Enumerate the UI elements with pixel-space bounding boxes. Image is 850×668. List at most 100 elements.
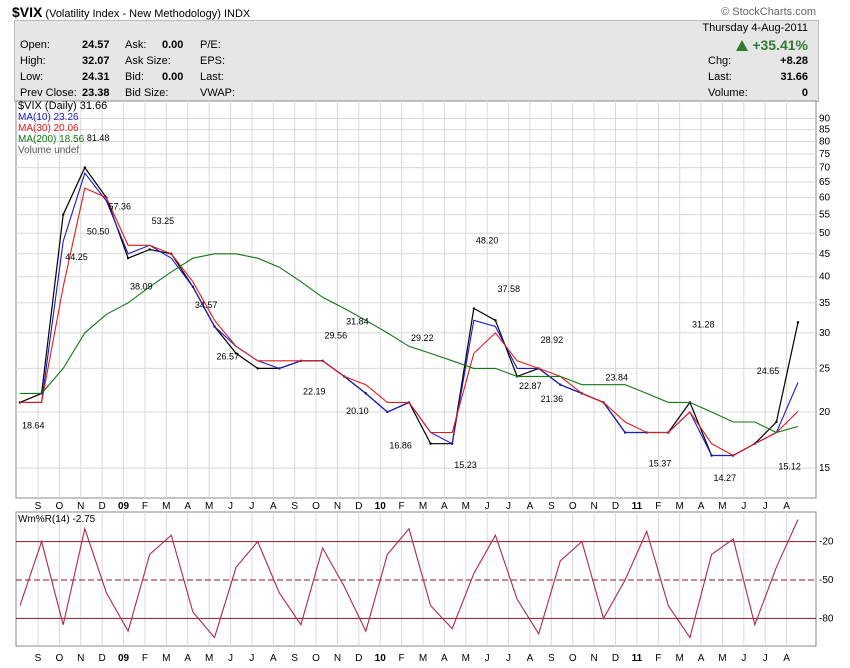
wr-x-tick-label: N bbox=[77, 653, 84, 664]
price-point bbox=[796, 321, 800, 324]
bid-label: Bid: bbox=[125, 71, 144, 83]
peak-annotation: 34.57 bbox=[195, 300, 218, 310]
price-x-tick-label: O bbox=[55, 501, 63, 512]
peak-annotation: 14.27 bbox=[714, 473, 737, 483]
quote-col-3: P/E: EPS: Last: VWAP: bbox=[200, 37, 235, 101]
ma30-series-line bbox=[20, 187, 799, 457]
wr-x-tick-label: S bbox=[548, 653, 555, 664]
price-point bbox=[126, 256, 130, 260]
price-point bbox=[472, 307, 476, 310]
ask-label: Ask: bbox=[125, 39, 147, 51]
wr-x-tick-label: J bbox=[228, 653, 233, 664]
high-value: 32.07 bbox=[82, 55, 110, 67]
price-point bbox=[494, 319, 497, 322]
wr-x-tick-label: J bbox=[741, 653, 746, 664]
price-point bbox=[256, 367, 259, 370]
wr-x-tick-label: M bbox=[205, 653, 213, 664]
wr-x-tick-label: N bbox=[590, 653, 597, 664]
open-label: Open: bbox=[20, 39, 50, 51]
price-x-tick-label: O bbox=[312, 501, 320, 512]
wr-x-tick-label: J bbox=[763, 653, 768, 664]
price-x-tick-label: A bbox=[184, 501, 191, 512]
price-x-tick-label: D bbox=[99, 501, 106, 512]
price-x-tick-label: M bbox=[419, 501, 427, 512]
price-point bbox=[234, 352, 238, 355]
quote-col-1: Open: 24.57 High: 32.07 Low: 24.31 Prev Clo… bbox=[20, 37, 110, 101]
price-x-tick-label: A bbox=[527, 501, 534, 512]
price-y-tick-label: 45 bbox=[819, 249, 831, 260]
price-x-tick-label: D bbox=[612, 501, 619, 512]
price-x-tick-label: 11 bbox=[632, 501, 643, 512]
wr-y-tick-label: -50 bbox=[819, 575, 834, 586]
price-x-tick-label: A bbox=[270, 501, 277, 512]
wr-x-tick-label: J bbox=[485, 653, 490, 664]
price-point bbox=[148, 248, 151, 251]
wr-x-tick-label: M bbox=[162, 653, 170, 664]
peak-annotation: 15.12 bbox=[778, 462, 801, 472]
wr-x-tick-label: A bbox=[698, 653, 705, 664]
price-y-tick-label: 25 bbox=[819, 363, 831, 374]
wr-legend: Wm%R(14) -2.75 bbox=[18, 514, 96, 525]
wr-x-tick-label: S bbox=[35, 653, 42, 664]
peak-annotation: 48.20 bbox=[476, 235, 499, 245]
last-value: 31.66 bbox=[780, 71, 808, 83]
price-x-tick-label: O bbox=[569, 501, 577, 512]
pe-label: P/E: bbox=[200, 39, 221, 51]
price-x-tick-label: D bbox=[355, 501, 362, 512]
price-x-tick-label: 09 bbox=[118, 501, 130, 512]
wr-x-tick-label: S bbox=[291, 653, 298, 664]
volume-value: 0 bbox=[801, 87, 808, 99]
prev-close-label: Prev Close: bbox=[20, 87, 77, 99]
price-legend: $VIX (Daily) 31.66 MA(10) 23.26 MA(30) 2… bbox=[18, 101, 107, 157]
price-y-tick-label: 90 bbox=[819, 114, 831, 125]
peak-annotation: 22.19 bbox=[303, 387, 326, 397]
wr-x-tick-label: A bbox=[783, 653, 790, 664]
price-y-tick-label: 15 bbox=[819, 463, 831, 474]
source-logo: © StockCharts.com bbox=[721, 6, 816, 18]
bid-value: 0.00 bbox=[162, 71, 184, 83]
price-y-tick-label: 70 bbox=[819, 163, 831, 174]
volume-label: Volume: bbox=[708, 87, 748, 99]
price-x-tick-label: F bbox=[142, 501, 148, 512]
chart-title: $VIX (Volatility Index - New Methodology… bbox=[12, 4, 250, 20]
price-x-tick-label: M bbox=[718, 501, 726, 512]
wr-x-tick-label: J bbox=[249, 653, 254, 664]
wr-x-tick-label: A bbox=[527, 653, 534, 664]
price-y-tick-label: 20 bbox=[819, 407, 831, 418]
security-name: (Volatility Index - New Methodology) bbox=[45, 8, 221, 20]
price-x-tick-label: M bbox=[462, 501, 470, 512]
wr-x-tick-label: M bbox=[675, 653, 683, 664]
peak-annotation: 29.22 bbox=[411, 333, 434, 343]
price-x-tick-label: J bbox=[228, 501, 233, 512]
vwap-label: VWAP: bbox=[200, 87, 236, 99]
low-label: Low: bbox=[20, 71, 44, 83]
peak-annotation: 15.23 bbox=[454, 460, 477, 470]
price-x-tick-label: A bbox=[441, 501, 448, 512]
peak-annotation: 16.86 bbox=[389, 440, 412, 450]
change-percent-value: +35.41% bbox=[752, 37, 808, 53]
peak-annotation: 29.56 bbox=[325, 331, 348, 341]
wr-x-tick-label: 09 bbox=[118, 653, 130, 664]
price-y-tick-label: 55 bbox=[819, 210, 831, 221]
peak-annotation: 22.87 bbox=[519, 381, 542, 391]
price-x-tick-label: N bbox=[77, 501, 84, 512]
exchange: INDX bbox=[223, 8, 251, 20]
price-y-tick-label: 85 bbox=[819, 125, 831, 136]
legend-volume: Volume undef bbox=[18, 145, 80, 156]
price-x-tick-label: J bbox=[741, 501, 746, 512]
price-x-tick-label: N bbox=[334, 501, 341, 512]
price-point bbox=[83, 166, 87, 169]
wr-x-tick-label: D bbox=[355, 653, 362, 664]
ma200-series-line bbox=[20, 253, 799, 434]
wr-x-tick-label: F bbox=[142, 653, 148, 664]
peak-annotation: 23.84 bbox=[606, 373, 629, 383]
quote-col-right: Chg: +8.28 Last: 31.66 Volume: 0 bbox=[708, 53, 808, 101]
peak-annotation: 31.84 bbox=[346, 316, 369, 326]
legend-ma10: MA(10) 23.26 bbox=[18, 112, 79, 123]
price-x-tick-label: S bbox=[291, 501, 298, 512]
last-label: Last: bbox=[708, 71, 732, 83]
wr-x-tick-label: F bbox=[399, 653, 405, 664]
ask-value: 0.00 bbox=[162, 39, 184, 51]
wr-x-tick-label: D bbox=[612, 653, 619, 664]
